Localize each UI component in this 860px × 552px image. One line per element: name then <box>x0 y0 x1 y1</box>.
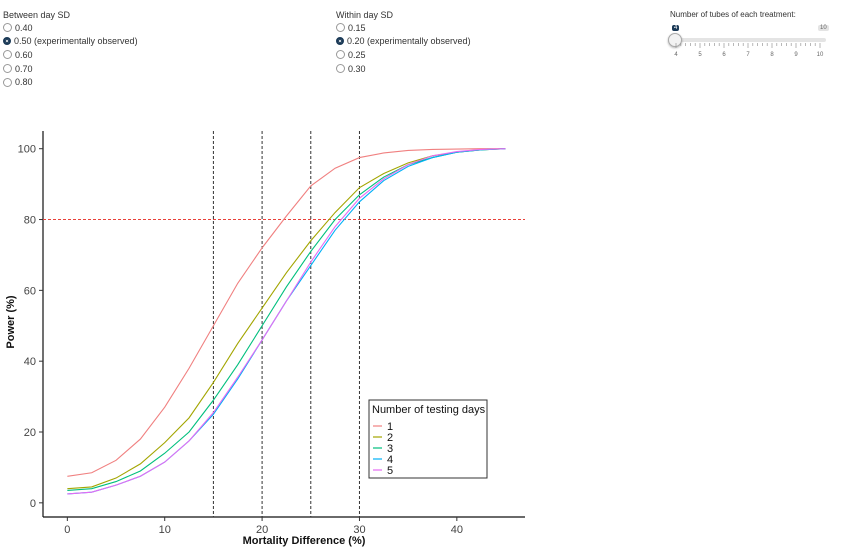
x-axis-title: Mortality Difference (%) <box>243 535 366 547</box>
slider-tick-label: 6 <box>722 52 726 58</box>
radio-option-label: 0.25 <box>348 49 366 60</box>
radio-button-icon <box>336 23 345 33</box>
x-tick-label: 10 <box>159 524 171 536</box>
series-line-1 <box>67 148 506 477</box>
within-sd-option-0[interactable]: 0.15 <box>336 21 471 35</box>
within-sd-option-3[interactable]: 0.30 <box>336 62 471 76</box>
y-tick-label: 20 <box>24 427 36 439</box>
within-sd-option-2[interactable]: 0.25 <box>336 48 471 62</box>
radio-button-icon <box>336 64 345 74</box>
radio-button-icon <box>3 77 12 87</box>
slider-tick-label: 7 <box>746 52 750 58</box>
x-tick-label: 40 <box>451 524 463 536</box>
radio-button-icon <box>3 64 12 74</box>
y-tick-label: 40 <box>24 356 36 368</box>
radio-option-label: 0.40 <box>15 22 33 33</box>
series-line-5 <box>67 148 506 495</box>
within-sd-radio-group: 0.15 0.20 (experimentally observed) 0.25 0.… <box>336 21 471 75</box>
slider-handle[interactable] <box>668 33 682 47</box>
legend-title: Number of testing days <box>372 404 486 416</box>
slider-current-value: 4 <box>672 25 680 31</box>
y-tick-label: 100 <box>18 144 36 156</box>
x-tick-label: 0 <box>64 524 70 536</box>
slider-max-value: 10 <box>818 25 829 31</box>
radio-option-label: 0.20 (experimentally observed) <box>347 36 471 47</box>
between-sd-label: Between day SD <box>3 10 71 20</box>
y-tick-label: 80 <box>24 215 36 227</box>
between-sd-option-1[interactable]: 0.50 (experimentally observed) <box>3 35 138 49</box>
legend-label-4: 4 <box>387 454 393 466</box>
legend-label-5: 5 <box>387 465 393 477</box>
radio-button-icon <box>3 37 11 46</box>
radio-option-label: 0.70 <box>15 63 33 74</box>
slider-tick-label: 10 <box>817 52 824 58</box>
slider-ticks: 4 5 6 7 8 9 10 <box>674 43 824 58</box>
radio-button-icon <box>336 37 344 46</box>
radio-option-label: 0.15 <box>348 22 366 33</box>
radio-option-label: 0.60 <box>15 49 33 60</box>
radio-option-label: 0.80 <box>15 77 33 88</box>
slider-track[interactable] <box>674 38 826 42</box>
between-sd-option-2[interactable]: 0.60 <box>3 48 138 62</box>
slider-tick-label: 4 <box>674 52 678 58</box>
between-sd-option-0[interactable]: 0.40 <box>3 21 138 35</box>
slider-tick-label: 5 <box>698 52 702 58</box>
y-tick-label: 0 <box>30 498 36 510</box>
x-tick-label: 20 <box>256 524 268 536</box>
within-sd-option-1[interactable]: 0.20 (experimentally observed) <box>336 35 471 49</box>
legend-label-1: 1 <box>387 421 393 433</box>
x-tick-label: 30 <box>353 524 365 536</box>
radio-button-icon <box>3 23 12 33</box>
slider-tick-label: 9 <box>794 52 798 58</box>
within-sd-label: Within day SD <box>336 10 394 20</box>
radio-option-label: 0.30 <box>348 63 366 74</box>
between-sd-option-4[interactable]: 0.80 <box>3 75 138 89</box>
between-sd-radio-group: 0.40 0.50 (experimentally observed) 0.60 0.… <box>3 21 138 89</box>
radio-option-label: 0.50 (experimentally observed) <box>14 36 138 47</box>
radio-button-icon <box>3 50 12 60</box>
legend-box <box>368 399 488 479</box>
legend-label-3: 3 <box>387 443 393 455</box>
slider-tick-label: 8 <box>770 52 774 58</box>
y-axis-title: Power (%) <box>5 295 17 349</box>
y-tick-label: 60 <box>24 285 36 297</box>
tubes-slider-label: Number of tubes of each treatment: <box>670 10 796 19</box>
legend-label-2: 2 <box>387 432 393 444</box>
between-sd-option-3[interactable]: 0.70 <box>3 62 138 76</box>
radio-button-icon <box>336 50 345 60</box>
